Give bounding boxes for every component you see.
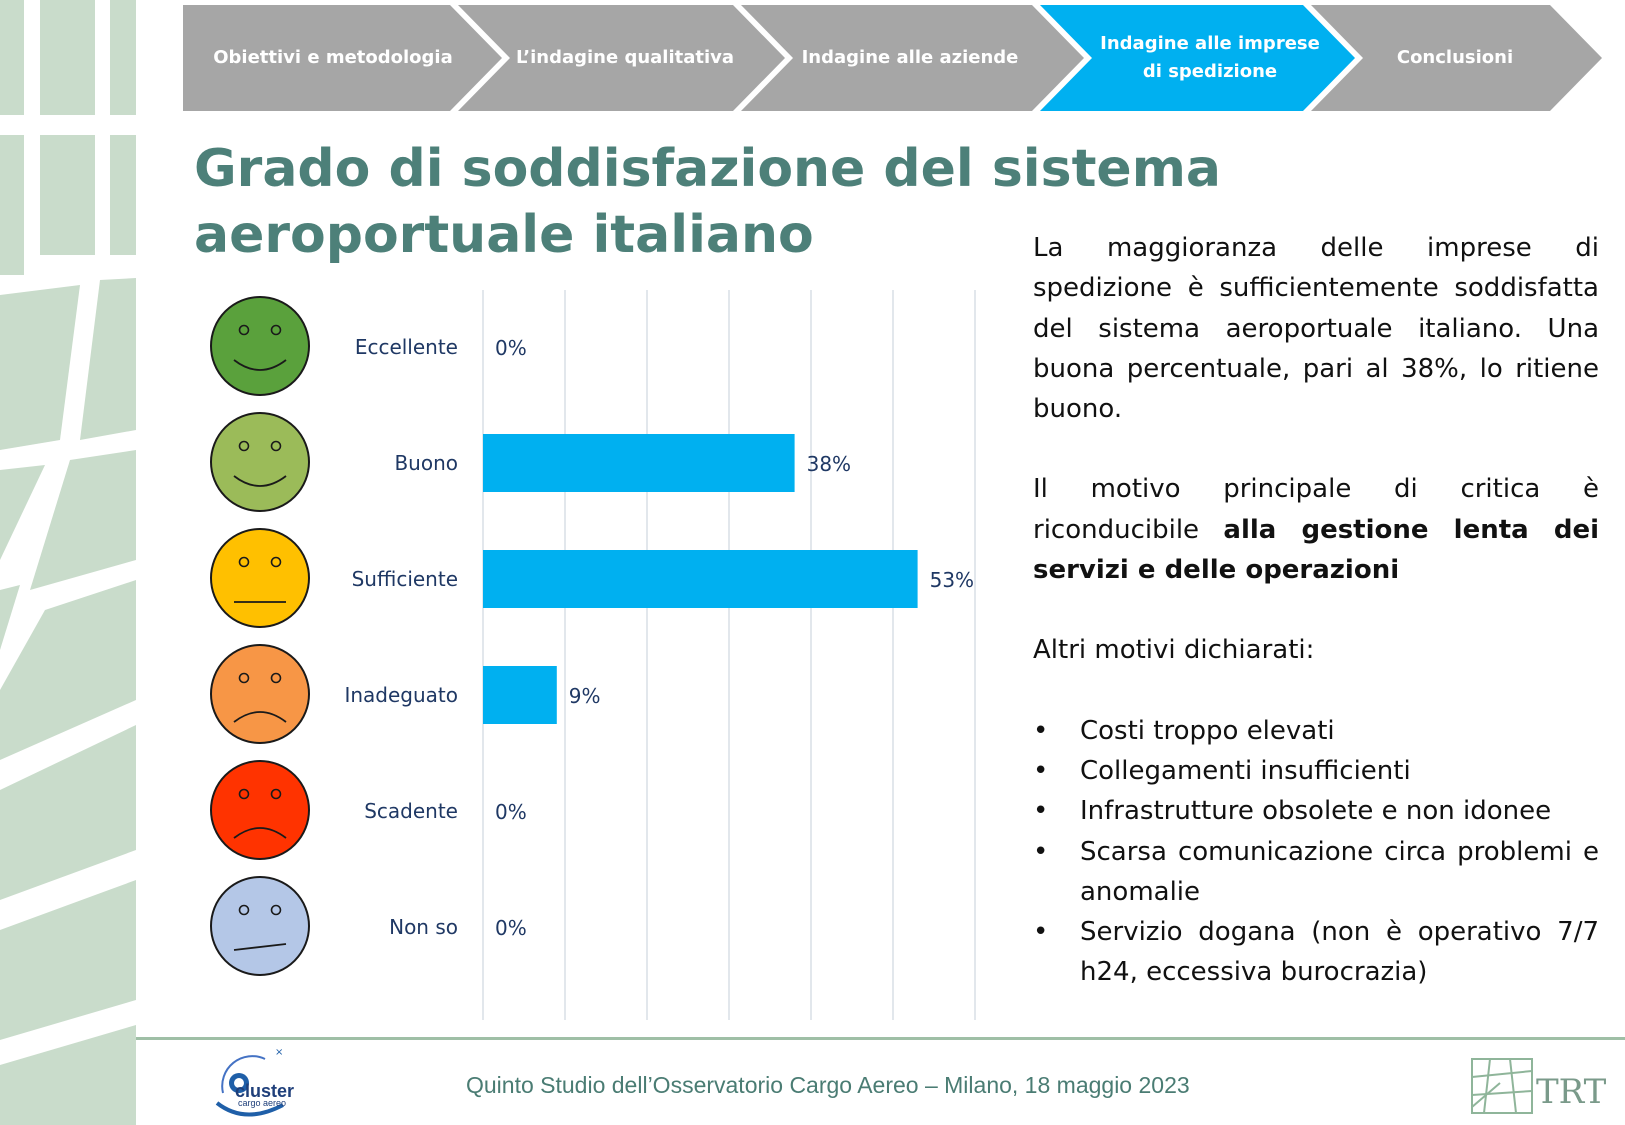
face-eye-icon: [270, 672, 282, 684]
data-label: 0%: [495, 916, 527, 940]
step-2-shape[interactable]: [458, 5, 785, 111]
face-eye-icon: [238, 672, 250, 684]
category-label: Eccellente: [355, 335, 458, 359]
reason-item: • Scarsa comunicazione circa problemi e a…: [1033, 832, 1599, 913]
cluster-logo-text: cluster: [235, 1081, 294, 1101]
footer-divider: [136, 1037, 1625, 1040]
face-mouth-icon: [233, 943, 287, 951]
face-sad-icon: [210, 644, 310, 744]
reason-text: Scarsa comunicazione circa problemi e an…: [1080, 836, 1599, 907]
data-label: 0%: [495, 800, 527, 824]
face-eye-icon: [238, 788, 250, 800]
reason-item: • Infrastrutture obsolete e non idonee: [1033, 791, 1599, 831]
reason-text: Collegamenti insufficienti: [1080, 755, 1411, 786]
category-label: Buono: [394, 451, 458, 475]
face-unsure-icon: [210, 876, 310, 976]
bar: [483, 666, 557, 724]
data-label: 38%: [807, 452, 851, 476]
face-mouth-icon: [233, 475, 287, 487]
commentary-paragraph-2-bold: alla gestione lenta dei servizi e delle …: [1033, 514, 1599, 586]
process-steps-bar: [183, 5, 1602, 111]
step-5-shape[interactable]: [1311, 5, 1602, 111]
category-label: Inadeguato: [344, 683, 458, 707]
face-eye-icon: [270, 904, 282, 916]
bullet-symbol: •: [1033, 715, 1049, 746]
bullet-symbol: •: [1033, 796, 1049, 827]
reason-item: • Collegamenti insufficienti: [1033, 751, 1599, 791]
face-eye-icon: [238, 324, 250, 336]
step-4-shape[interactable]: [1040, 5, 1355, 111]
step-label-indagine-qualitativa: L’indagine qualitativa: [515, 47, 735, 68]
reasons-list: • Costi troppo elevati • Collegamenti insu…: [1033, 711, 1599, 993]
data-label: 9%: [569, 684, 601, 708]
step-label-conclusioni: Conclusioni: [1396, 47, 1514, 68]
step-1-shape[interactable]: [183, 5, 502, 111]
category-label: Scadente: [364, 799, 458, 823]
face-eye-icon: [270, 324, 282, 336]
decorative-map-pattern: [0, 0, 136, 1125]
cluster-logo-subtext: cargo aereo: [238, 1098, 286, 1108]
step-label-obiettivi: Obiettivi e metodologia: [213, 47, 453, 68]
bullet-symbol: •: [1033, 755, 1049, 786]
step-3-shape[interactable]: [741, 5, 1084, 111]
cluster-cargo-aereo-logo: × cluster cargo aereo: [215, 1047, 294, 1117]
page-title: Grado di soddisfazione del sistema aerop…: [194, 139, 1221, 265]
reason-text: Costi troppo elevati: [1080, 715, 1335, 746]
step-label-indagine-aziende: Indagine alle aziende: [801, 47, 1019, 68]
commentary-paragraph-1: La maggioranza delle imprese di spedizio…: [1033, 233, 1599, 425]
bar: [483, 434, 795, 492]
other-reasons-heading: Altri motivi dichiarati:: [1033, 635, 1315, 666]
face-eye-icon: [238, 556, 250, 568]
commentary-paragraph-2-prefix: Il motivo principale di critica è ricond…: [1033, 474, 1599, 545]
bullet-symbol: •: [1033, 917, 1049, 948]
reason-text: Infrastrutture obsolete e non idonee: [1080, 796, 1552, 827]
face-eye-icon: [238, 440, 250, 452]
face-happy-icon: [210, 412, 310, 512]
face-eye-icon: [238, 904, 250, 916]
face-eye-icon: [270, 788, 282, 800]
face-mouth-icon: [233, 711, 287, 723]
face-mouth-icon: [233, 827, 287, 839]
category-label: Non so: [389, 915, 458, 939]
step-label-indagine-imprese: Indagine alle imprese di spedizione: [1100, 33, 1320, 82]
face-eye-icon: [270, 556, 282, 568]
footer-text: Quinto Studio dell’Osservatorio Cargo Ae…: [466, 1072, 1190, 1098]
face-happy-icon: [210, 296, 310, 396]
category-label: Sufficiente: [352, 567, 458, 591]
face-eye-icon: [270, 440, 282, 452]
commentary-panel: La maggioranza delle imprese di spedizio…: [1033, 228, 1599, 993]
face-neutral-icon: [210, 528, 310, 628]
trt-logo-text: TRT: [1536, 1072, 1607, 1112]
reason-item: • Costi troppo elevati: [1033, 711, 1599, 751]
satisfaction-bar-chart: Eccellente 0% Buono 38% Sufficiente 53% Inadeg…: [210, 290, 976, 1020]
reason-item: • Servizio dogana (non è operativo 7/7 h2…: [1033, 912, 1599, 993]
reason-text: Servizio dogana (non è operativo 7/7 h24…: [1080, 917, 1599, 988]
data-label: 53%: [930, 568, 974, 592]
trt-logo: TRT: [1471, 1058, 1607, 1114]
bullet-symbol: •: [1033, 836, 1049, 867]
data-label: 0%: [495, 336, 527, 360]
face-mouth-icon: [233, 359, 287, 371]
bar: [483, 550, 918, 608]
svg-text:×: ×: [275, 1047, 283, 1058]
commentary-paragraph-2: Il motivo principale di critica è ricond…: [1033, 469, 1599, 590]
face-sad-icon: [210, 760, 310, 860]
